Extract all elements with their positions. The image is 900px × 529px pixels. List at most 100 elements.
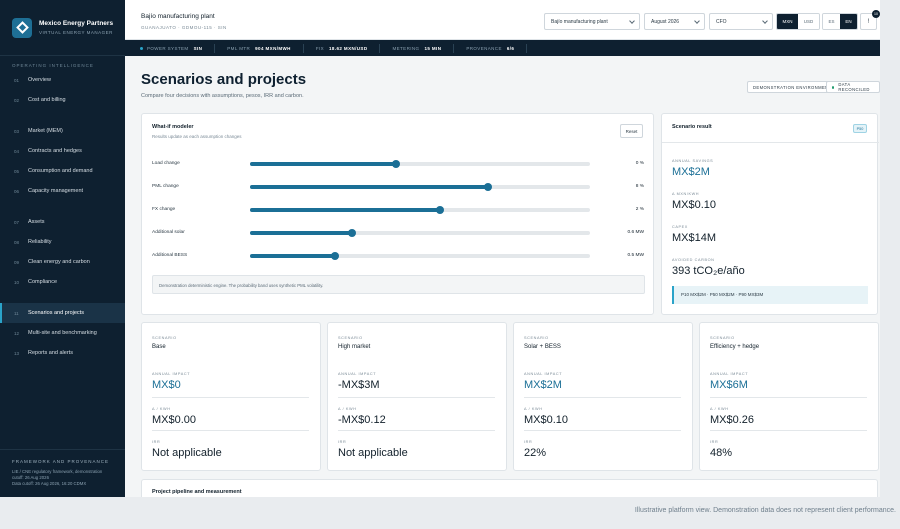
sidebar-item-label: Reliability: [28, 239, 52, 245]
notifications-button[interactable]: !: [860, 13, 877, 30]
slider-track[interactable]: [250, 160, 590, 168]
site-select[interactable]: Bajío manufacturing plant: [544, 13, 640, 30]
reconciled-pill-label: DATA RECONCILED: [838, 82, 870, 92]
scenario-header: SCENARIO Solar + BESS: [524, 336, 561, 350]
scenario-metric-value: Not applicable: [152, 447, 222, 459]
currency-mxn-button[interactable]: MXN: [777, 14, 798, 29]
scenario-metric-label: IRR: [152, 440, 161, 444]
sidebar: Mexico Energy Partners VIRTUAL ENERGY MA…: [0, 0, 125, 497]
sidebar-item-reports-and-alerts[interactable]: 13 Reports and alerts: [0, 343, 125, 363]
result-metric: Δ MXN/KWH MX$0.10: [672, 192, 716, 211]
sidebar-item-consumption-and-demand[interactable]: 05 Consumption and demand: [0, 161, 125, 181]
slider-row: FX change 2 %: [152, 204, 644, 216]
brand[interactable]: Mexico Energy Partners VIRTUAL ENERGY MA…: [0, 0, 125, 56]
slider-track[interactable]: [250, 252, 590, 260]
sidebar-item-clean-energy-and-carbon[interactable]: 09 Clean energy and carbon: [0, 252, 125, 272]
currency-toggle: MXN USD: [776, 13, 820, 30]
status-value: 904 MXN/MWH: [255, 45, 291, 51]
framework-line: cutoff: 26 Aug 2026: [12, 475, 49, 480]
site-name: Bajío manufacturing plant: [141, 13, 215, 20]
sidebar-item-number: 08: [14, 239, 20, 245]
scenario-delta-per-kwh: Δ / KWH MX$0.26: [710, 397, 867, 426]
sidebar-item-market-mem[interactable]: 03 Market (MEM): [0, 121, 125, 141]
result-metric-value: MX$0.10: [672, 199, 717, 211]
site-select-value: Bajío manufacturing plant: [551, 18, 608, 25]
scenario-name: High market: [338, 344, 371, 350]
slider-fill: [250, 231, 352, 235]
scenario-metric-value: 48%: [710, 447, 733, 459]
scenario-metric-value: Not applicable: [338, 447, 408, 459]
slider-value: 8 %: [635, 184, 644, 189]
sidebar-item-reliability[interactable]: 08 Reliability: [0, 232, 125, 252]
role-select[interactable]: CFO: [709, 13, 773, 30]
scenario-delta-per-kwh: Δ / KWH MX$0.10: [524, 397, 681, 426]
framework-provenance: FRAMEWORK AND PROVENANCE LIE / CNE regul…: [0, 449, 125, 497]
sidebar-item-capacity-management[interactable]: 06 Capacity management: [0, 181, 125, 201]
status-dot-icon: [140, 46, 143, 50]
sidebar-item-label: Reports and alerts: [28, 350, 73, 356]
brand-name: Mexico Energy Partners: [39, 20, 114, 27]
slider-fill: [250, 185, 488, 189]
scenario-metric-label: ANNUAL IMPACT: [338, 372, 377, 376]
result-metric-label: ANNUAL SAVINGS: [672, 159, 714, 163]
slider-track[interactable]: [250, 206, 590, 214]
reset-button[interactable]: Reset: [620, 124, 643, 138]
scenario-header: SCENARIO Efficiency + hedge: [710, 336, 759, 350]
slider-track[interactable]: [250, 229, 590, 237]
modeler-title: What-if modeler: [152, 124, 194, 130]
sidebar-item-overview[interactable]: 01 Overview: [0, 70, 125, 90]
scenario-card[interactable]: SCENARIO Solar + BESS ANNUAL IMPACT MX$2M Δ …: [513, 322, 693, 471]
pipeline-title: Project pipeline and measurement: [152, 489, 242, 495]
sidebar-item-number: 01: [14, 77, 20, 83]
sidebar-item-label: Compliance: [28, 279, 58, 285]
sidebar-item-number: 07: [14, 219, 20, 225]
scenario-metric-value: MX$0.00: [152, 414, 197, 426]
scenario-name: Base: [152, 344, 166, 350]
scenario-card[interactable]: SCENARIO High market ANNUAL IMPACT -MX$3M Δ …: [327, 322, 507, 471]
slider-handle[interactable]: [331, 252, 339, 260]
scenario-card[interactable]: SCENARIO Base ANNUAL IMPACT MX$0 Δ / KWH MX$0…: [141, 322, 321, 471]
scenario-metric-value: MX$6M: [710, 379, 748, 391]
slider-handle[interactable]: [348, 229, 356, 237]
slider-handle[interactable]: [484, 183, 492, 191]
sidebar-item-contracts-and-hedges[interactable]: 04 Contracts and hedges: [0, 141, 125, 161]
sidebar-item-multi-site-and-benchmarking[interactable]: 12 Multi-site and benchmarking: [0, 323, 125, 343]
sidebar-item-number: 03: [14, 128, 20, 134]
status-label: PML MTR: [227, 45, 251, 51]
slider-fill: [250, 254, 335, 258]
scenario-card[interactable]: SCENARIO Efficiency + hedge ANNUAL IMPACT M…: [699, 322, 879, 471]
slider-row: PML change 8 %: [152, 181, 644, 193]
sidebar-item-assets[interactable]: 07 Assets: [0, 212, 125, 232]
slider-row: Additional BESS 0.5 MW: [152, 250, 644, 262]
sidebar-item-cost-and-billing[interactable]: 02 Cost and billing: [0, 90, 125, 110]
status-item: PROVENANCE 6/6: [454, 43, 528, 53]
sidebar-item-number: 06: [14, 188, 20, 194]
sidebar-item-label: Multi-site and benchmarking: [28, 330, 97, 336]
scenario-metric-label: IRR: [338, 440, 347, 444]
scenario-metric-label: ANNUAL IMPACT: [152, 372, 191, 376]
scenario-annual-impact: ANNUAL IMPACT MX$0: [152, 363, 309, 391]
scenario-metric-value: MX$0: [152, 379, 181, 391]
slider-fill: [250, 162, 397, 166]
scenario-result-card: Scenario result P50 ANNUAL SAVINGS MX$2M Δ…: [661, 113, 879, 315]
currency-usd-button[interactable]: USD: [798, 14, 819, 29]
slider-handle[interactable]: [392, 160, 401, 168]
scenario-metric-value: -MX$3M: [338, 379, 380, 391]
slider-label: Load change: [152, 161, 180, 166]
language-es-button[interactable]: ES: [823, 14, 840, 29]
status-bar: POWER SYSTEM SIN PML MTR 904 MXN/MWH FIX 18.6…: [125, 40, 880, 56]
slider-handle[interactable]: [436, 206, 445, 214]
sidebar-item-scenarios-and-projects[interactable]: 11 Scenarios and projects: [0, 303, 125, 323]
result-title: Scenario result: [672, 124, 712, 130]
sidebar-item-label: Contracts and hedges: [28, 148, 82, 154]
engine-note: Demonstration deterministic engine. The …: [152, 275, 645, 294]
sidebar-item-label: Overview: [28, 77, 51, 83]
slider-track[interactable]: [250, 183, 590, 191]
slider-fill: [250, 208, 441, 212]
scenario-metric-value: MX$0.10: [524, 414, 569, 426]
status-label: PROVENANCE: [466, 45, 502, 51]
sidebar-item-compliance[interactable]: 10 Compliance: [0, 272, 125, 292]
scenario-delta-per-kwh: Δ / KWH -MX$0.12: [338, 397, 495, 426]
period-select[interactable]: August 2026: [644, 13, 705, 30]
language-en-button[interactable]: EN: [840, 14, 857, 29]
